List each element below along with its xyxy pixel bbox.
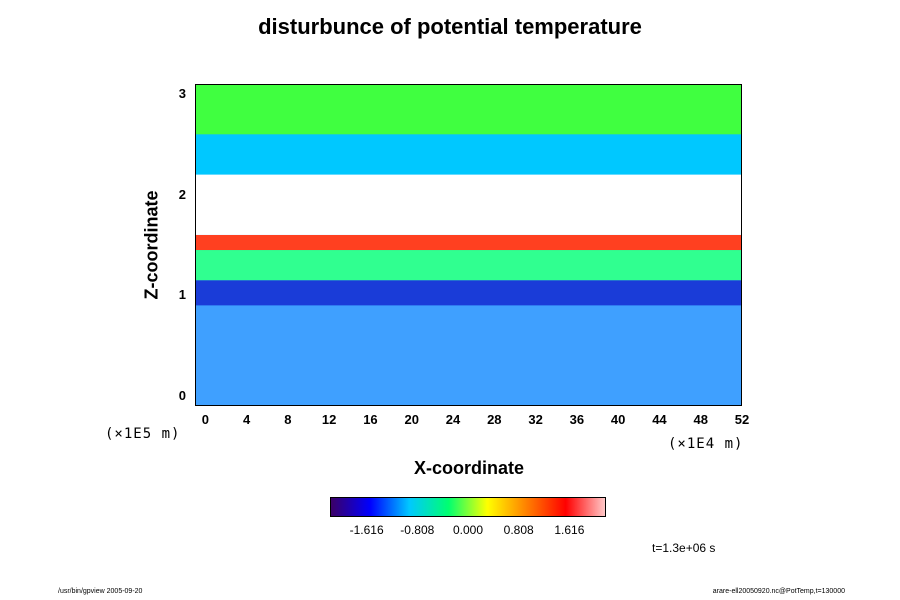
plot-area bbox=[195, 84, 742, 406]
field-band-1 bbox=[195, 280, 742, 306]
x-tick-label: 8 bbox=[284, 412, 292, 427]
heatmap-field bbox=[195, 84, 742, 406]
x-unit-label: (×1E4 m) bbox=[668, 436, 744, 452]
x-tick-label: 28 bbox=[487, 412, 502, 427]
x-tick-label: 44 bbox=[652, 412, 667, 427]
y-tick-label: 2 bbox=[178, 186, 186, 202]
x-tick-label: 32 bbox=[528, 412, 543, 427]
colorbar-tick-label: 0.808 bbox=[503, 523, 534, 537]
x-tick-label: 24 bbox=[445, 412, 461, 427]
y-tick-label: 3 bbox=[178, 86, 186, 102]
field-band-5 bbox=[195, 134, 742, 175]
field-band-3 bbox=[195, 234, 742, 251]
x-tick-label: 52 bbox=[734, 412, 750, 427]
footer-right: arare-ell20050920.nc@PotTemp,t=130000 bbox=[712, 588, 845, 595]
x-axis-label: X-coordinate bbox=[413, 458, 524, 478]
field-band-6 bbox=[195, 84, 742, 135]
colorbar-tick-label: 1.616 bbox=[554, 523, 585, 537]
x-tick-label: 40 bbox=[610, 412, 626, 427]
x-tick-label: 4 bbox=[242, 412, 251, 427]
colorbar bbox=[330, 497, 606, 517]
x-tick-label: 16 bbox=[363, 412, 378, 427]
y-axis-label: Z-coordinate bbox=[141, 190, 162, 300]
time-label: t=1.3e+06 s bbox=[652, 541, 716, 555]
x-tick-label: 48 bbox=[693, 412, 708, 427]
x-tick-label: 20 bbox=[404, 412, 419, 427]
field-band-4 bbox=[195, 174, 742, 235]
y-tick-label: 1 bbox=[178, 287, 186, 303]
field-band-2 bbox=[195, 250, 742, 281]
colorbar-tick-label: 0.000 bbox=[452, 523, 484, 537]
field-band-0 bbox=[195, 305, 742, 406]
y-unit-label: (×1E5 m) bbox=[105, 426, 181, 442]
x-tick-label: 0 bbox=[201, 412, 209, 427]
y-tick-label: 0 bbox=[178, 387, 186, 403]
x-tick-label: 12 bbox=[321, 412, 337, 427]
footer-left: /usr/bin/gpview 2005-09-20 bbox=[58, 588, 143, 595]
x-tick-label: 36 bbox=[569, 412, 585, 427]
colorbar-tick-label: -0.808 bbox=[400, 523, 435, 537]
colorbar-tick-label: -1.616 bbox=[349, 523, 384, 537]
chart-title: disturbunce of potential temperature bbox=[258, 14, 642, 39]
